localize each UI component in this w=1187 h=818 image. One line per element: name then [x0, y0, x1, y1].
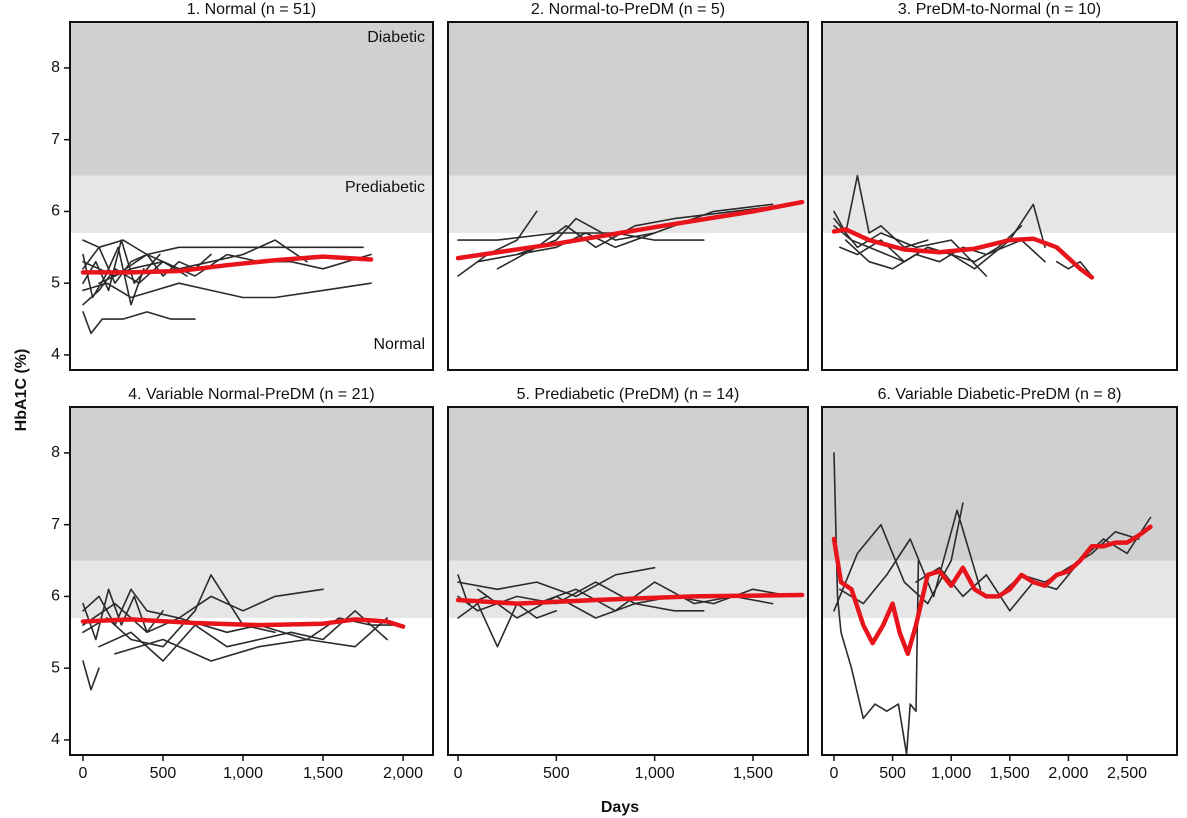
panel: Normal Prediabetic Diabetic 1. Normal (n = …	[51, 1, 434, 371]
line	[98, 253, 372, 284]
line	[114, 617, 388, 662]
prediabetic-band	[822, 175, 1177, 233]
line	[457, 602, 558, 648]
line	[82, 260, 188, 306]
line	[82, 588, 324, 626]
y-tick-label: 4	[51, 731, 60, 748]
line	[82, 239, 161, 292]
x-tick-label: 0	[454, 765, 463, 782]
x-tick-label: 0	[79, 765, 88, 782]
line	[82, 282, 372, 299]
line	[82, 588, 164, 641]
plot-frame	[447, 21, 809, 371]
x-tick-label: 2,000	[1048, 765, 1088, 782]
x-tick-label: 1,000	[635, 765, 675, 782]
diabetic-band	[448, 22, 808, 176]
line	[82, 239, 364, 256]
y-tick-label: 6	[51, 203, 60, 220]
x-axis-label: Days	[601, 799, 639, 816]
trajectories	[80, 574, 406, 691]
trajectories	[80, 239, 374, 335]
x-tick-label: 500	[879, 765, 906, 782]
trajectories	[455, 566, 805, 648]
panel: 6. Variable Diabetic-PreDM (n = 8) 0 500 1,…	[821, 386, 1178, 782]
panel-title: 2. Normal-to-PreDM (n = 5)	[531, 1, 725, 18]
line	[457, 566, 656, 598]
panel: 5. Prediabetic (PreDM) (n = 14) 0 500 1,000…	[447, 386, 809, 782]
line	[831, 227, 1095, 280]
line	[82, 246, 145, 306]
y-tick-label: 5	[51, 659, 60, 676]
line	[457, 574, 489, 605]
x-tick-label: 500	[150, 765, 177, 782]
line	[98, 610, 388, 662]
line	[476, 588, 705, 619]
line	[833, 217, 988, 277]
diabetic-band	[448, 407, 808, 561]
x-tick-label: 2,000	[383, 765, 423, 782]
trajectories	[831, 174, 1095, 280]
x-tick-label: 1,500	[990, 765, 1030, 782]
prediabetic-band	[448, 560, 808, 618]
y-tick-label: 8	[51, 444, 60, 461]
line	[455, 199, 805, 261]
line	[457, 210, 538, 277]
band-label: Diabetic	[367, 29, 425, 46]
plot-frame	[821, 21, 1178, 371]
prediabetic-band	[70, 560, 433, 618]
x-tick-label: 1,500	[303, 765, 343, 782]
x-tick-label: 1,000	[931, 765, 971, 782]
y-tick-label: 4	[51, 346, 60, 363]
prediabetic-band	[448, 175, 808, 233]
x-tick-label: 2,500	[1107, 765, 1147, 782]
x-tick-label: 1,000	[223, 765, 263, 782]
y-tick-label: 7	[51, 131, 60, 148]
line	[844, 239, 1046, 270]
panel-title: 6. Variable Diabetic-PreDM (n = 8)	[878, 386, 1122, 403]
y-tick-label: 8	[51, 59, 60, 76]
x-tick-label: 1,500	[733, 765, 773, 782]
line	[82, 660, 100, 691]
panel: 4. Variable Normal-PreDM (n = 21) 4 5 6 7 8 0 5…	[51, 386, 434, 782]
line	[80, 617, 406, 629]
diabetic-band	[822, 407, 1177, 561]
trajectories	[455, 199, 805, 277]
trajectories	[831, 452, 1153, 755]
panel: 2. Normal-to-PreDM (n = 5)	[447, 1, 809, 371]
line	[833, 502, 964, 612]
plot-frame	[447, 406, 809, 756]
diabetic-band	[822, 22, 1177, 176]
band-label: Normal	[373, 336, 425, 353]
plot-frame	[69, 21, 434, 371]
prediabetic-band	[822, 560, 1177, 618]
diabetic-band	[70, 22, 433, 176]
panel-title: 5. Prediabetic (PreDM) (n = 14)	[517, 386, 740, 403]
line	[831, 524, 1153, 657]
x-tick-label: 500	[543, 765, 570, 782]
band-label: Prediabetic	[345, 179, 425, 196]
line	[516, 232, 656, 256]
line	[833, 452, 920, 755]
line	[839, 509, 982, 605]
prediabetic-band	[70, 175, 433, 233]
y-tick-label: 5	[51, 274, 60, 291]
panel: 3. PreDM-to-Normal (n = 10)	[821, 1, 1178, 371]
y-tick-label: 7	[51, 516, 60, 533]
line	[80, 254, 374, 275]
x-tick-label: 0	[830, 765, 839, 782]
y-tick-label: 6	[51, 588, 60, 605]
diabetic-band	[70, 407, 433, 561]
line	[82, 311, 196, 335]
plot-frame	[821, 406, 1178, 756]
plot-frame	[69, 406, 434, 756]
y-axis-label: HbA1C (%)	[13, 349, 30, 432]
line	[455, 592, 805, 606]
panel-title: 4. Variable Normal-PreDM (n = 21)	[128, 386, 374, 403]
panel-title: 1. Normal (n = 51)	[187, 1, 316, 18]
panel-title: 3. PreDM-to-Normal (n = 10)	[898, 1, 1101, 18]
